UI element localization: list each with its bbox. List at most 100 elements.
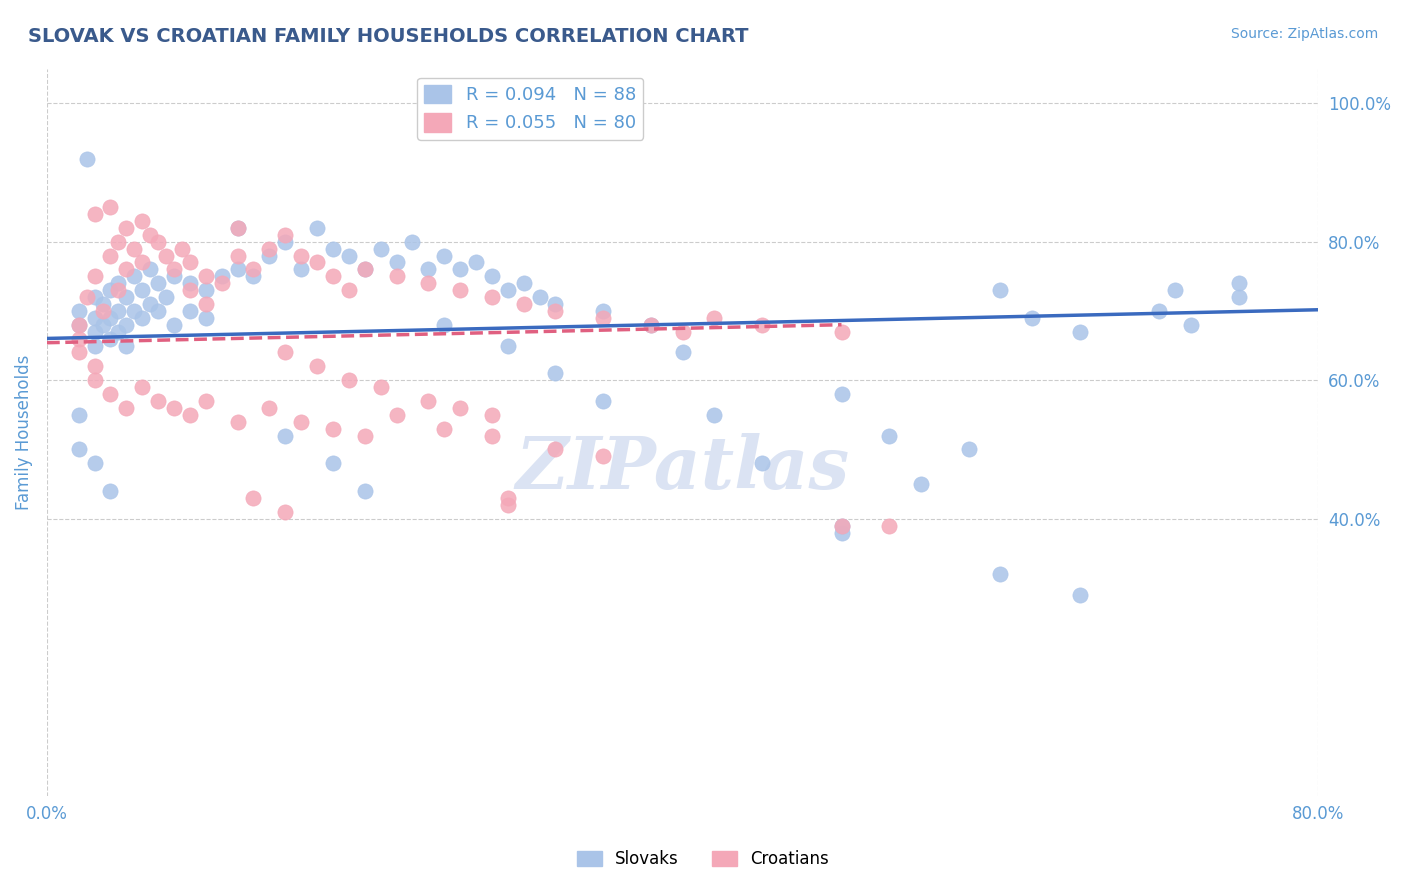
Point bbox=[67, 318, 90, 332]
Point bbox=[353, 428, 375, 442]
Point bbox=[418, 394, 440, 409]
Point bbox=[290, 262, 312, 277]
Point bbox=[353, 262, 375, 277]
Point bbox=[194, 269, 217, 284]
Point bbox=[322, 242, 344, 256]
Point bbox=[83, 456, 105, 470]
Point bbox=[131, 214, 153, 228]
Point bbox=[100, 483, 122, 498]
Point bbox=[163, 318, 186, 332]
Point bbox=[91, 304, 114, 318]
Point bbox=[481, 290, 503, 304]
Point bbox=[131, 283, 153, 297]
Point bbox=[259, 248, 281, 262]
Point bbox=[83, 338, 105, 352]
Text: ZIPatlas: ZIPatlas bbox=[516, 433, 849, 504]
Point bbox=[322, 456, 344, 470]
Point bbox=[290, 415, 312, 429]
Point bbox=[831, 525, 853, 540]
Point bbox=[433, 248, 456, 262]
Point bbox=[831, 325, 853, 339]
Point bbox=[274, 505, 297, 519]
Point bbox=[703, 408, 725, 422]
Point bbox=[100, 310, 122, 325]
Point bbox=[370, 380, 392, 394]
Point bbox=[481, 428, 503, 442]
Point bbox=[1227, 277, 1250, 291]
Point bbox=[107, 277, 129, 291]
Point bbox=[67, 408, 90, 422]
Point bbox=[831, 518, 853, 533]
Point bbox=[529, 290, 551, 304]
Point bbox=[703, 310, 725, 325]
Point bbox=[592, 394, 614, 409]
Point bbox=[274, 235, 297, 249]
Point bbox=[100, 332, 122, 346]
Point bbox=[194, 283, 217, 297]
Point bbox=[322, 422, 344, 436]
Point bbox=[877, 428, 900, 442]
Point bbox=[544, 366, 567, 380]
Point bbox=[100, 387, 122, 401]
Point bbox=[226, 262, 249, 277]
Point bbox=[433, 422, 456, 436]
Point bbox=[170, 242, 193, 256]
Point bbox=[179, 304, 201, 318]
Point bbox=[449, 283, 471, 297]
Point bbox=[107, 304, 129, 318]
Point bbox=[124, 242, 146, 256]
Point bbox=[131, 310, 153, 325]
Point bbox=[179, 255, 201, 269]
Point bbox=[226, 415, 249, 429]
Point bbox=[115, 290, 138, 304]
Point bbox=[385, 269, 408, 284]
Point bbox=[274, 428, 297, 442]
Point bbox=[337, 248, 360, 262]
Point bbox=[990, 567, 1012, 582]
Point bbox=[67, 345, 90, 359]
Point bbox=[100, 200, 122, 214]
Point bbox=[449, 401, 471, 415]
Point bbox=[139, 227, 162, 242]
Point bbox=[179, 408, 201, 422]
Point bbox=[163, 269, 186, 284]
Point bbox=[226, 220, 249, 235]
Point bbox=[496, 498, 519, 512]
Point bbox=[179, 283, 201, 297]
Point bbox=[131, 380, 153, 394]
Point bbox=[307, 255, 329, 269]
Point bbox=[100, 283, 122, 297]
Point bbox=[385, 408, 408, 422]
Point bbox=[370, 242, 392, 256]
Point bbox=[259, 242, 281, 256]
Point bbox=[115, 318, 138, 332]
Point bbox=[418, 277, 440, 291]
Point bbox=[544, 442, 567, 457]
Point bbox=[83, 373, 105, 387]
Point bbox=[131, 255, 153, 269]
Point bbox=[124, 304, 146, 318]
Point bbox=[481, 408, 503, 422]
Point bbox=[1149, 304, 1171, 318]
Point bbox=[1227, 290, 1250, 304]
Point bbox=[640, 318, 662, 332]
Point bbox=[242, 269, 264, 284]
Point bbox=[1069, 325, 1091, 339]
Point bbox=[124, 269, 146, 284]
Point bbox=[465, 255, 488, 269]
Point bbox=[194, 394, 217, 409]
Point bbox=[910, 477, 932, 491]
Point bbox=[139, 297, 162, 311]
Text: SLOVAK VS CROATIAN FAMILY HOUSEHOLDS CORRELATION CHART: SLOVAK VS CROATIAN FAMILY HOUSEHOLDS COR… bbox=[28, 27, 748, 45]
Point bbox=[592, 310, 614, 325]
Point bbox=[512, 297, 534, 311]
Point bbox=[1069, 588, 1091, 602]
Point bbox=[83, 269, 105, 284]
Point bbox=[100, 248, 122, 262]
Point bbox=[401, 235, 423, 249]
Point bbox=[290, 248, 312, 262]
Point bbox=[544, 297, 567, 311]
Point bbox=[274, 227, 297, 242]
Point bbox=[76, 290, 98, 304]
Point bbox=[194, 297, 217, 311]
